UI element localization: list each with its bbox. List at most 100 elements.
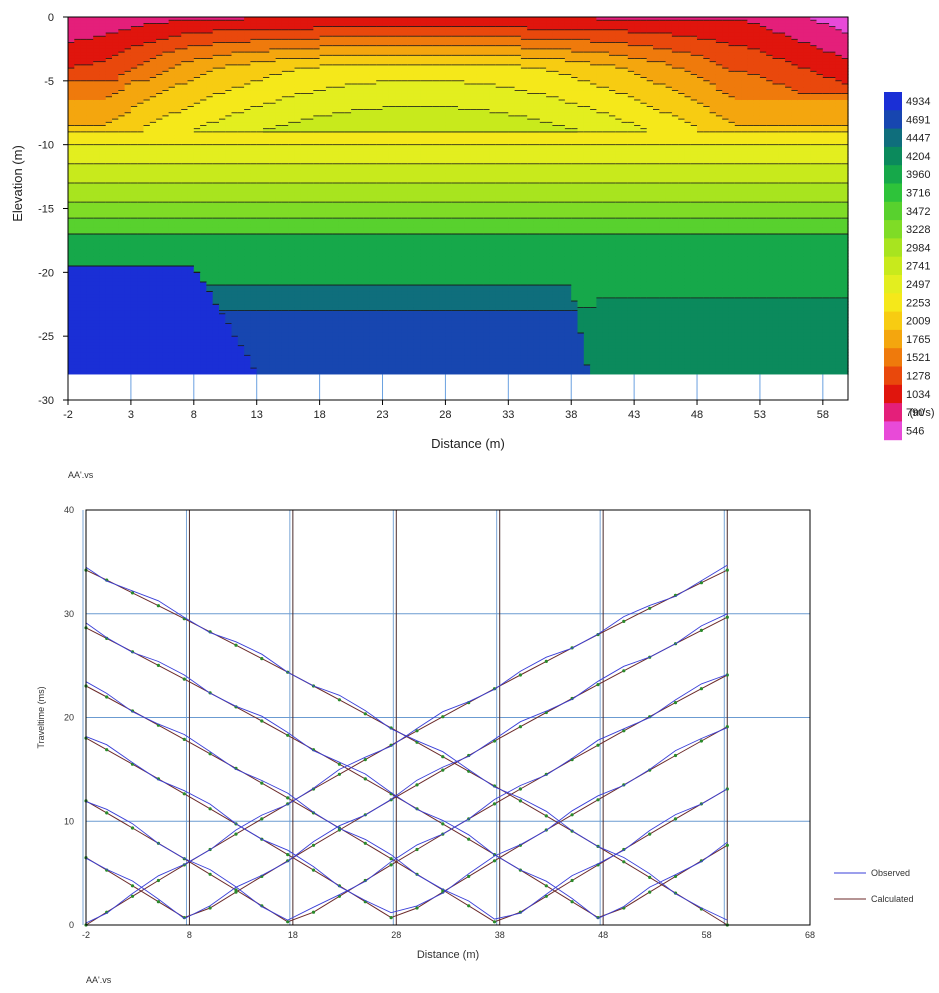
contour-cell — [256, 285, 264, 289]
contour-cell — [288, 144, 296, 149]
contour-cell — [325, 288, 333, 293]
contour-cell — [275, 186, 283, 190]
contour-cell — [118, 52, 126, 56]
contour-cell — [156, 332, 163, 337]
contour-cell — [319, 368, 327, 372]
contour-cell — [218, 144, 226, 149]
contour-cell — [93, 320, 101, 324]
contour-cell — [263, 71, 270, 76]
contour-cell — [93, 294, 101, 299]
contour-cell — [99, 80, 107, 85]
contour-cell — [105, 186, 113, 190]
contour-cell — [307, 163, 314, 168]
contour-cell — [332, 278, 340, 283]
contour-cell — [174, 157, 182, 162]
contour-cell — [93, 195, 101, 200]
contour-cell — [68, 167, 75, 171]
contour-cell — [181, 68, 189, 72]
contour-cell — [325, 163, 333, 168]
contour-cell — [168, 122, 176, 127]
contour-cell — [105, 352, 113, 356]
contour-cell — [130, 243, 138, 248]
contour-cell — [250, 45, 258, 50]
contour-cell — [294, 131, 302, 136]
contour-cell — [256, 329, 264, 334]
contour-cell — [143, 138, 151, 143]
contour-cell — [93, 71, 101, 76]
contour-cell — [244, 87, 252, 92]
contour-cell — [250, 230, 258, 235]
contour-cell — [118, 368, 126, 372]
contour-cell — [200, 147, 207, 152]
contour-cell — [256, 214, 264, 219]
contour-cell — [105, 259, 113, 264]
contour-cell — [80, 297, 88, 302]
contour-cell — [288, 176, 296, 181]
contour-cell — [225, 138, 233, 143]
contour-cell — [80, 64, 88, 69]
contour-cell — [225, 135, 233, 139]
contour-cell — [344, 163, 352, 168]
contour-cell — [156, 176, 163, 181]
contour-cell — [218, 119, 226, 123]
contour-cell — [231, 182, 239, 187]
contour-cell — [307, 205, 314, 210]
contour-cell — [338, 253, 346, 257]
contour-cell — [168, 160, 176, 165]
contour-cell — [174, 329, 182, 334]
contour-cell — [74, 198, 82, 203]
contour-cell — [112, 74, 119, 79]
contour-cell — [181, 336, 189, 340]
contour-cell — [244, 135, 252, 139]
contour-cell — [68, 55, 75, 60]
contour-cell — [130, 294, 138, 299]
contour-cell — [86, 259, 94, 264]
contour-cell — [212, 297, 220, 302]
contour-cell — [263, 205, 270, 210]
contour-cell — [256, 221, 264, 226]
contour-cell — [307, 23, 314, 28]
contour-cell — [105, 84, 113, 88]
contour-cell — [74, 339, 82, 344]
contour-cell — [307, 278, 314, 283]
contour-cell — [149, 202, 157, 206]
contour-cell — [344, 173, 352, 178]
contour-cell — [263, 265, 270, 270]
contour-cell — [263, 141, 270, 146]
contour-cell — [181, 323, 189, 328]
contour-cell — [99, 364, 107, 369]
contour-cell — [325, 32, 333, 37]
contour-cell — [200, 301, 207, 305]
contour-cell — [288, 99, 296, 104]
contour-cell — [218, 23, 226, 28]
contour-cell — [275, 84, 283, 88]
contour-cell — [149, 237, 157, 242]
contour-cell — [74, 39, 82, 44]
contour-cell — [225, 93, 233, 98]
contour-cell — [338, 313, 346, 318]
contour-cell — [80, 32, 88, 37]
contour-cell — [99, 141, 107, 146]
contour-cell — [275, 249, 283, 254]
contour-cell — [313, 208, 321, 213]
contour-cell — [313, 237, 321, 242]
contour-cell — [174, 96, 182, 101]
contour-cell — [263, 42, 270, 47]
contour-cell — [137, 336, 145, 340]
contour-cell — [281, 265, 289, 270]
contour-cell — [112, 179, 119, 184]
contour-cell — [250, 182, 258, 187]
contour-cell — [250, 294, 258, 299]
contour-cell — [124, 103, 132, 107]
contour-cell — [269, 323, 277, 328]
contour-cell — [206, 313, 214, 318]
contour-cell — [288, 275, 296, 280]
contour-cell — [137, 332, 145, 337]
contour-cell — [187, 301, 195, 305]
contour-cell — [263, 154, 270, 159]
contour-cell — [281, 320, 289, 324]
contour-cell — [256, 227, 264, 232]
contour-cell — [212, 208, 220, 213]
contour-cell — [105, 339, 113, 344]
contour-cell — [294, 71, 302, 76]
